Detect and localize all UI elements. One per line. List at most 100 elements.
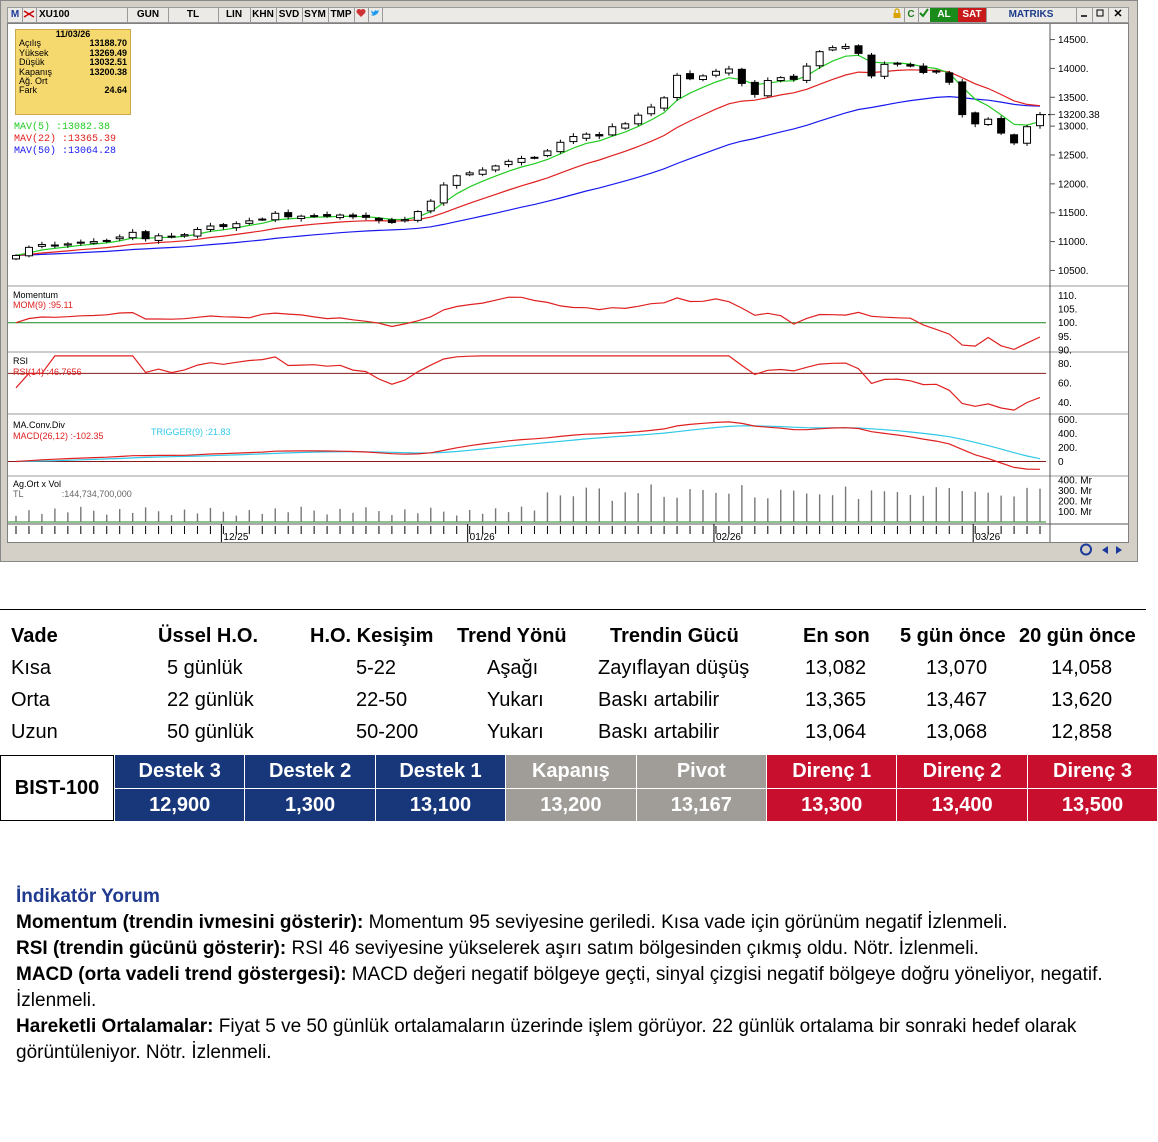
- trend-table-cell: 13,467: [926, 689, 988, 711]
- twitter-icon[interactable]: [368, 8, 383, 22]
- volume-tick-label: 300. Mr: [1058, 486, 1093, 497]
- trend-table-cell: 13,070: [926, 657, 988, 679]
- candle-body: [711, 70, 720, 76]
- volume-title: Ag.Ort x Vol: [13, 479, 62, 489]
- chart-type-icon[interactable]: [22, 8, 37, 22]
- momentum-title: Momentum: [13, 290, 59, 300]
- volume-tick-label: 400. Mr: [1058, 476, 1093, 487]
- momentum-tick-label: 105.: [1058, 305, 1077, 316]
- scale-khn-button[interactable]: KHN: [250, 8, 277, 22]
- sync-icon[interactable]: [1077, 543, 1097, 556]
- trend-table-cell: Baskı artabilir: [598, 689, 720, 711]
- mav50-legend: MAV(50) :13064.28: [14, 146, 117, 157]
- macd-tick-label: 600.: [1058, 415, 1077, 426]
- macd-title: MA.Conv.Div: [13, 420, 65, 430]
- price-tick-label: 11000.: [1058, 237, 1088, 248]
- levels-table: BIST-100 Destek 3 12,900 Destek 2 1,300 Dest…: [0, 755, 1158, 821]
- currency-button[interactable]: TL: [168, 8, 219, 22]
- mav5-legend: MAV(5) :13082.38: [14, 122, 111, 133]
- trend-table-cell: 13,620: [1051, 689, 1113, 711]
- price-tick-label: 12000.: [1058, 179, 1089, 190]
- candle-body: [789, 75, 798, 80]
- candle-body: [413, 211, 422, 221]
- candle-body: [958, 81, 967, 116]
- info-row-change: Fark 24.64: [19, 85, 127, 96]
- candle-body: [569, 136, 578, 143]
- candle-body: [582, 133, 591, 139]
- lock-icon[interactable]: [890, 8, 905, 22]
- matriks-logo-icon: M: [8, 8, 23, 22]
- volume-legend: TL :144,734,700,000: [13, 489, 132, 499]
- chart-window: M XU100 GUN TL LIN KHN SVD SYM TMP C AL …: [0, 0, 1138, 562]
- buy-button[interactable]: AL: [930, 8, 959, 22]
- candle-body: [400, 219, 409, 222]
- momentum-legend: MOM(9) :95.11: [13, 300, 73, 310]
- trend-table-cell: 13,082: [805, 657, 867, 679]
- trend-table-row: Orta 22 günlük 22-50 Yukarı Baskı artabilir 1…: [0, 684, 1158, 716]
- header-trendin-gucu: Trendin Gücü: [610, 625, 739, 647]
- trend-table-cell: Uzun: [11, 721, 58, 743]
- level-header: Destek 3: [114, 755, 245, 788]
- heart-icon[interactable]: [354, 8, 369, 22]
- rsi-legend: RSI(14) :46.7656: [13, 367, 82, 377]
- scroll-right-icon[interactable]: [1113, 543, 1127, 556]
- commentary-macd: MACD (orta vadeli trend göstergesi): MAC…: [16, 964, 1103, 1011]
- scale-lin-button[interactable]: LIN: [218, 8, 251, 22]
- trend-table-cell: Aşağı: [487, 657, 539, 679]
- macd-trigger-line: [15, 425, 1041, 463]
- commentary-moving-averages: Hareketli Ortalamalar: Fiyat 5 ve 50 gün…: [16, 1016, 1077, 1063]
- scale-svd-button[interactable]: SVD: [276, 8, 303, 22]
- info-row-wavg: Ağ. Ort: [19, 76, 48, 87]
- mav22-legend: MAV(22) :13365.39: [14, 134, 117, 145]
- mav22-line: [15, 69, 1041, 256]
- chart-area[interactable]: 14500. 14000. 13500. 13200.38 13000. 12500. 12…: [7, 23, 1129, 543]
- level-header: Direnç 1: [766, 755, 897, 788]
- symbol-field[interactable]: XU100: [36, 8, 128, 22]
- candle-body: [12, 254, 20, 260]
- period-button[interactable]: GUN: [128, 8, 169, 22]
- price-tick-label: 13200.38: [1058, 110, 1100, 121]
- candle-body: [608, 126, 617, 136]
- refresh-icon[interactable]: C: [904, 8, 919, 22]
- price-tick-label: 13000.: [1058, 122, 1089, 133]
- candle-body: [673, 74, 682, 99]
- candle-body: [543, 150, 552, 157]
- scroll-left-icon[interactable]: [1099, 543, 1113, 556]
- candle-body: [724, 68, 733, 74]
- macd-legend: MACD(26,12) :-102.35: [13, 431, 104, 441]
- candle-body: [154, 235, 163, 241]
- commentary-title: İndikatör Yorum: [16, 886, 160, 907]
- minimize-icon[interactable]: [1076, 8, 1093, 22]
- level-value: 13,100: [374, 788, 506, 821]
- candle-body: [504, 160, 513, 166]
- trend-table-cell: 13,064: [805, 721, 867, 743]
- level-header: Direnç 2: [896, 755, 1027, 788]
- candle-body: [906, 64, 915, 67]
- candle-body: [63, 243, 72, 246]
- matriks-brand-logo: MATRIKS: [986, 8, 1077, 22]
- candle-body: [971, 112, 980, 125]
- candle-body: [115, 236, 124, 240]
- candle-body: [128, 231, 137, 239]
- scale-sym-button[interactable]: SYM: [302, 8, 329, 22]
- candle-body: [89, 241, 98, 244]
- trigger-legend: TRIGGER(9) :21.83: [151, 427, 231, 437]
- scale-tmp-button[interactable]: TMP: [328, 8, 355, 22]
- candle-body: [737, 68, 746, 84]
- info-row-low: Düşük 13032.51: [19, 57, 127, 68]
- trend-table-cell: 22-50: [356, 689, 408, 711]
- sell-button[interactable]: SAT: [958, 8, 987, 22]
- candle-body: [76, 241, 85, 244]
- candle-body: [439, 184, 448, 204]
- candle-body: [660, 97, 669, 109]
- candle-body: [919, 65, 928, 73]
- candle-body: [867, 54, 876, 77]
- mav50-line: [15, 95, 1041, 256]
- momentum-tick-label: 100.: [1058, 318, 1077, 329]
- maximize-icon[interactable]: [1092, 8, 1109, 22]
- candle-body: [387, 219, 396, 224]
- commentary-momentum: Momentum (trendin ivmesini gösterir): Mo…: [16, 912, 1008, 933]
- macd-tick-label: 400.: [1058, 429, 1077, 440]
- close-icon[interactable]: [1108, 8, 1128, 22]
